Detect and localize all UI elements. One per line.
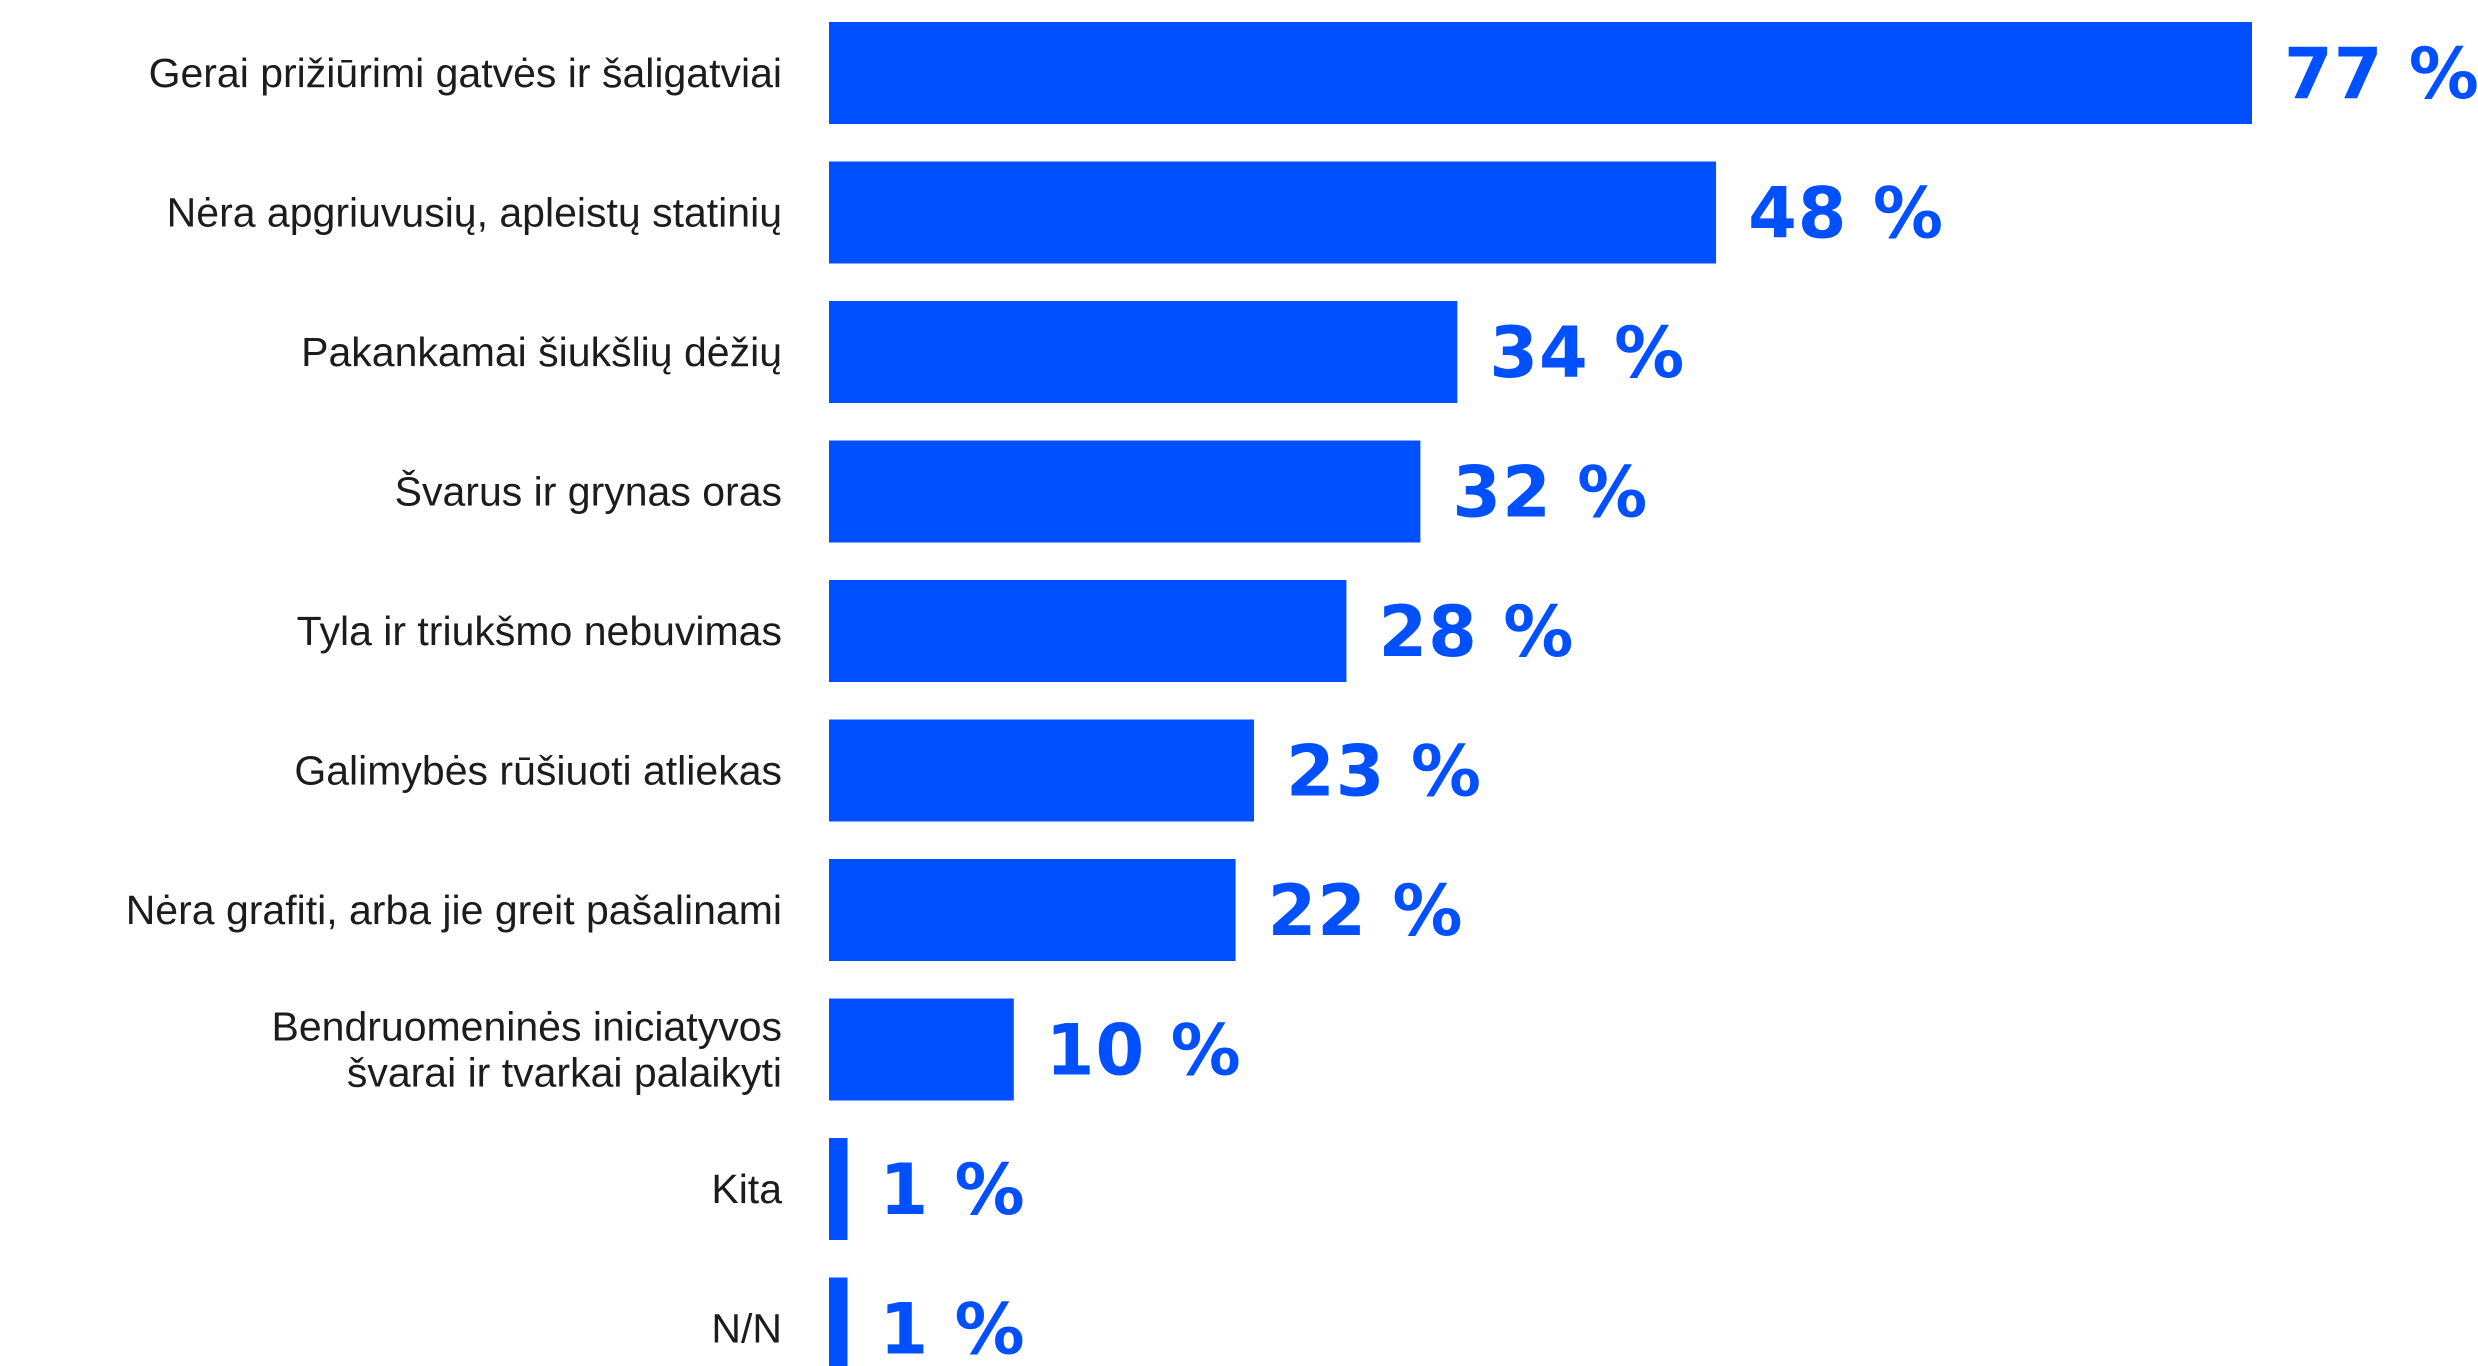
category-label-2: Nėra apgriuvusių, apleistų statinių <box>167 190 782 236</box>
value-label-10: 1 % <box>879 1289 1025 1366</box>
bar-10 <box>829 1277 848 1366</box>
bar-9 <box>829 1138 848 1240</box>
category-label-3: Pakankamai šiukšlių dėžių <box>301 329 782 375</box>
bar-2 <box>829 161 1717 264</box>
category-label-line: švarai ir tvarkai palaikyti <box>347 1050 782 1096</box>
category-label-8: Bendruomeninės iniciatyvos švarai ir tvar… <box>272 1004 783 1096</box>
category-label-line: Pakankamai šiukšlių dėžių <box>301 329 782 375</box>
category-label-line: Gerai prižiūrimi gatvės ir šaligatviai <box>149 50 782 96</box>
value-label-3: 34 % <box>1489 312 1685 394</box>
category-label-line: Nėra grafiti, arba jie greit pašalinami <box>126 887 782 933</box>
value-label-9: 1 % <box>879 1149 1025 1231</box>
category-label-10: N/N <box>711 1306 782 1352</box>
category-label-line: Švarus ir grynas oras <box>395 469 782 515</box>
value-label-8: 10 % <box>1046 1010 1242 1092</box>
value-label-7: 22 % <box>1268 870 1464 952</box>
category-label-line: Tyla ir triukšmo nebuvimas <box>297 608 782 654</box>
bar-7 <box>829 859 1236 961</box>
category-label-line: N/N <box>711 1306 782 1352</box>
bar-1 <box>829 22 2252 124</box>
category-label-4: Švarus ir grynas oras <box>395 469 782 515</box>
value-labels-group: 77 % 48 % 34 % 32 % 28 % 23 % 22 % 10 % 1 % 1 % <box>879 33 2478 1366</box>
category-labels-group: Gerai prižiūrimi gatvės ir šaligatviai Nė… <box>126 50 783 1352</box>
value-label-6: 23 % <box>1286 731 1482 813</box>
category-label-9: Kita <box>711 1166 782 1212</box>
value-label-2: 48 % <box>1748 173 1944 255</box>
category-label-line: Nėra apgriuvusių, apleistų statinių <box>167 190 782 236</box>
bar-4 <box>829 440 1421 543</box>
bar-3 <box>829 301 1458 403</box>
value-label-1: 77 % <box>2284 33 2478 115</box>
category-label-6: Galimybės rūšiuoti atliekas <box>294 748 782 794</box>
bars-group <box>829 22 2252 1366</box>
category-label-line: Bendruomeninės iniciatyvos <box>272 1004 783 1050</box>
value-label-4: 32 % <box>1452 452 1648 534</box>
category-label-5: Tyla ir triukšmo nebuvimas <box>297 608 782 654</box>
category-label-1: Gerai prižiūrimi gatvės ir šaligatviai <box>149 50 782 96</box>
bar-6 <box>829 719 1255 822</box>
category-label-line: Kita <box>711 1166 782 1212</box>
bar-8 <box>829 998 1014 1101</box>
category-label-7: Nėra grafiti, arba jie greit pašalinami <box>126 887 782 933</box>
category-label-line: Galimybės rūšiuoti atliekas <box>294 748 782 794</box>
bar-5 <box>829 580 1347 682</box>
value-label-5: 28 % <box>1378 591 1574 673</box>
